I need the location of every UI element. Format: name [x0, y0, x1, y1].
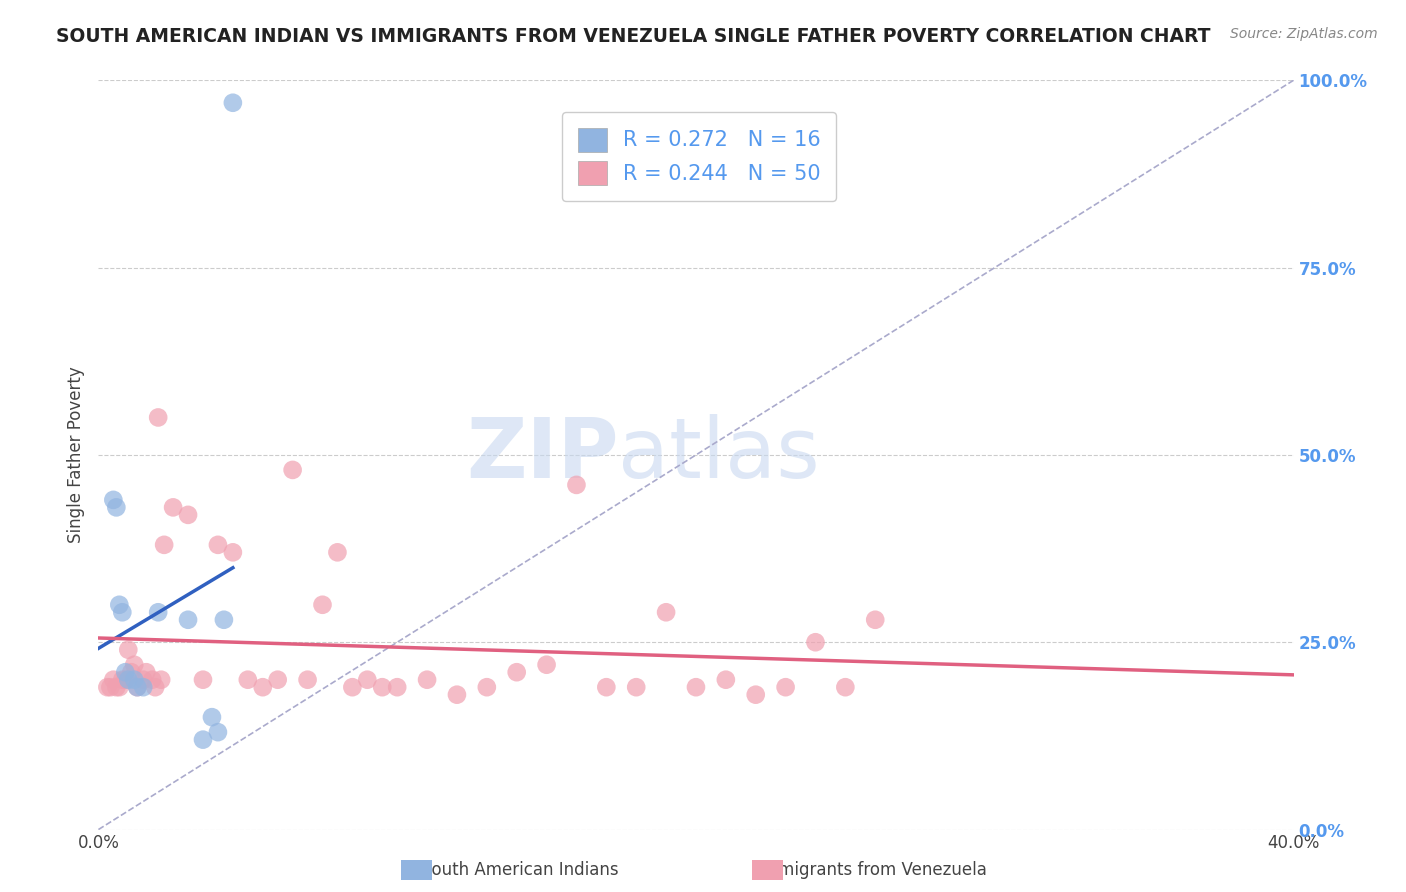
- Point: [565, 478, 588, 492]
- Point: [212, 613, 235, 627]
- Point: [135, 665, 157, 680]
- Point: [775, 680, 797, 694]
- Point: [153, 538, 176, 552]
- Point: [141, 673, 163, 687]
- Point: [127, 680, 149, 694]
- Point: [162, 500, 184, 515]
- Point: [124, 657, 146, 672]
- Point: [685, 680, 707, 694]
- Point: [536, 657, 558, 672]
- Point: [150, 673, 173, 687]
- Point: [120, 665, 142, 680]
- Point: [96, 680, 118, 694]
- Point: [108, 598, 131, 612]
- Point: [297, 673, 319, 687]
- Point: [148, 410, 170, 425]
- Point: [143, 680, 166, 694]
- Y-axis label: Single Father Poverty: Single Father Poverty: [66, 367, 84, 543]
- Point: [111, 605, 134, 619]
- Point: [222, 545, 245, 559]
- Point: [111, 673, 134, 687]
- Point: [191, 673, 214, 687]
- Point: [506, 665, 529, 680]
- Point: [446, 688, 468, 702]
- Legend: R = 0.272   N = 16, R = 0.244   N = 50: R = 0.272 N = 16, R = 0.244 N = 50: [562, 112, 835, 201]
- Point: [132, 673, 155, 687]
- Point: [385, 680, 409, 694]
- Point: [745, 688, 768, 702]
- Point: [281, 463, 304, 477]
- Point: [834, 680, 856, 694]
- Point: [342, 680, 364, 694]
- Point: [132, 680, 155, 694]
- Point: [416, 673, 439, 687]
- Point: [177, 508, 200, 522]
- Point: [267, 673, 290, 687]
- Point: [114, 673, 136, 687]
- Point: [326, 545, 349, 559]
- Point: [103, 492, 125, 507]
- Point: [626, 680, 648, 694]
- Point: [148, 605, 170, 619]
- Point: [191, 732, 214, 747]
- Point: [475, 680, 498, 694]
- Point: [105, 500, 128, 515]
- Point: [222, 95, 245, 110]
- Point: [124, 673, 146, 687]
- Point: [655, 605, 678, 619]
- Point: [127, 680, 149, 694]
- Point: [207, 725, 229, 739]
- Point: [177, 613, 200, 627]
- Text: SOUTH AMERICAN INDIAN VS IMMIGRANTS FROM VENEZUELA SINGLE FATHER POVERTY CORRELA: SOUTH AMERICAN INDIAN VS IMMIGRANTS FROM…: [56, 27, 1211, 45]
- Point: [252, 680, 274, 694]
- Point: [201, 710, 224, 724]
- Text: South American Indians: South American Indians: [422, 861, 619, 879]
- Point: [236, 673, 259, 687]
- Point: [117, 673, 139, 687]
- Text: Source: ZipAtlas.com: Source: ZipAtlas.com: [1230, 27, 1378, 41]
- Point: [105, 680, 128, 694]
- Point: [311, 598, 333, 612]
- Point: [98, 680, 122, 694]
- Point: [714, 673, 737, 687]
- Point: [371, 680, 394, 694]
- Point: [865, 613, 887, 627]
- Text: Immigrants from Venezuela: Immigrants from Venezuela: [756, 861, 987, 879]
- Text: ZIP: ZIP: [465, 415, 619, 495]
- Text: atlas: atlas: [619, 415, 820, 495]
- Point: [207, 538, 229, 552]
- Point: [117, 642, 139, 657]
- Point: [108, 680, 131, 694]
- Point: [356, 673, 378, 687]
- Point: [804, 635, 827, 649]
- Point: [114, 665, 136, 680]
- Point: [595, 680, 617, 694]
- Point: [103, 673, 125, 687]
